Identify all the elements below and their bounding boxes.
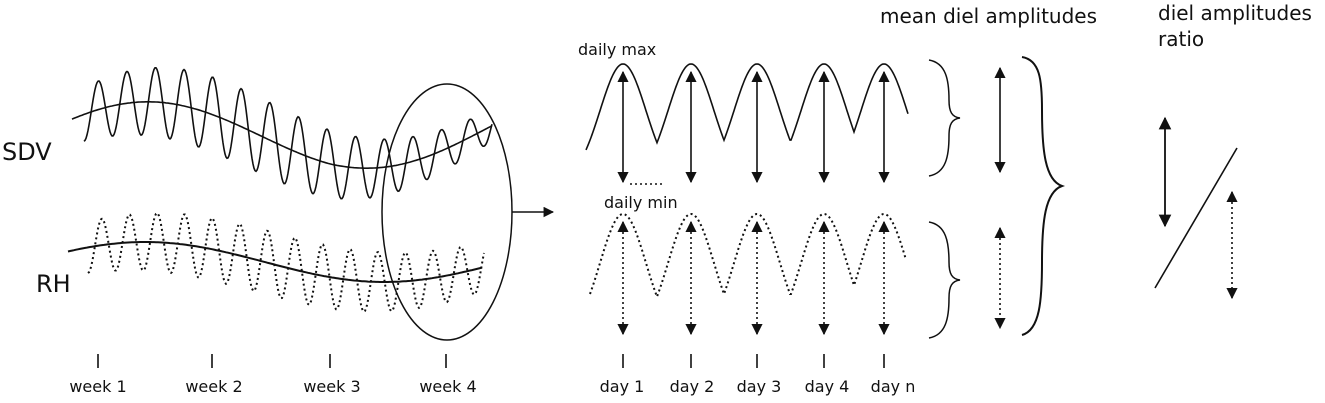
sdv-trend-curve — [71, 101, 493, 169]
week-label: week 4 — [419, 377, 476, 396]
weekly-traces-panel: SDV RH week 1 week 2 week 3 week 4 — [2, 67, 555, 396]
mean-amplitudes-header: mean diel amplitudes — [880, 4, 1097, 28]
ratio-header-line1: diel amplitudes — [1158, 1, 1312, 25]
sdv-small-brace — [928, 59, 961, 177]
daily-rh-curve — [589, 212, 907, 300]
ratio-header-line2: ratio — [1158, 27, 1204, 51]
rh-oscillation-curve — [87, 211, 485, 313]
rh-label: RH — [36, 270, 71, 298]
daily-cycles-panel: daily max daily min day 1 day 2 day 3 da… — [578, 40, 915, 396]
ratio-panel: diel amplitudes ratio — [1154, 1, 1312, 300]
week-label: week 1 — [69, 377, 126, 396]
day-label: day 4 — [805, 377, 850, 396]
week-label: week 3 — [303, 377, 360, 396]
ratio-slash — [1154, 147, 1238, 289]
day-label: day 2 — [670, 377, 715, 396]
daily-amplitude-arrows — [617, 70, 890, 336]
daily-min-label: daily min — [604, 193, 678, 212]
rh-small-brace — [928, 221, 961, 339]
daily-max-label: daily max — [578, 40, 656, 59]
daily-sdv-curve — [585, 63, 909, 151]
day-axis: day 1 day 2 day 3 day 4 day n — [600, 354, 916, 396]
week-label: week 2 — [185, 377, 242, 396]
sdv-label: SDV — [2, 138, 52, 166]
mean-amplitudes-panel: mean diel amplitudes — [880, 4, 1097, 339]
day-label: day 3 — [737, 377, 782, 396]
rh-trend-curve — [67, 241, 483, 283]
day-label: day n — [871, 377, 916, 396]
sdv-oscillation-curve — [83, 67, 493, 200]
day-label: day 1 — [600, 377, 645, 396]
large-brace — [1021, 56, 1065, 336]
week-axis: week 1 week 2 week 3 week 4 — [69, 354, 477, 396]
